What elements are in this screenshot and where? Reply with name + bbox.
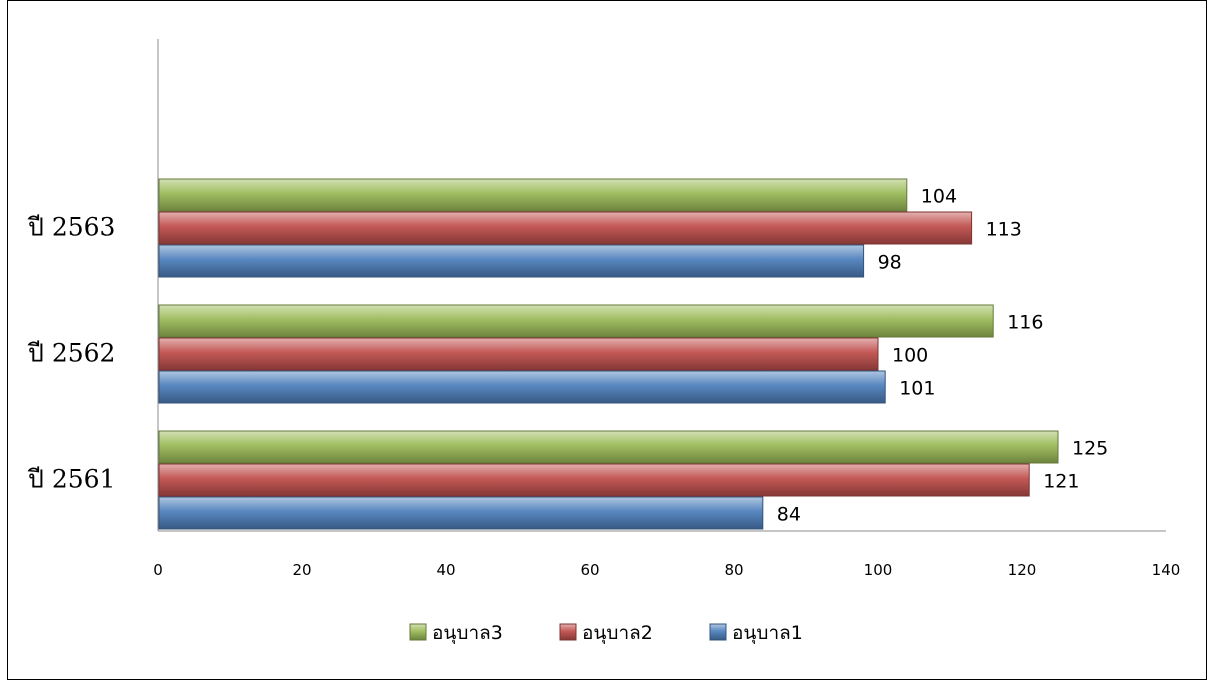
- legend-label: อนุบาล1: [732, 622, 803, 645]
- bar: [158, 496, 764, 530]
- x-tick-label: 0: [153, 561, 163, 579]
- legend-label: อนุบาล3: [432, 622, 503, 645]
- bars-group: [158, 178, 1059, 530]
- data-label: 104: [921, 186, 957, 208]
- x-tick-label: 100: [864, 561, 893, 579]
- category-label: ปี 2561: [27, 465, 115, 494]
- data-labels: 84 121 125 101 100 116 98 113 104: [777, 186, 1108, 526]
- legend-swatch: [559, 623, 577, 641]
- bar: [158, 211, 973, 245]
- bar: [158, 337, 879, 371]
- category-label: ปี 2563: [27, 213, 115, 242]
- x-tick-label: 140: [1152, 561, 1181, 579]
- data-label: 125: [1072, 438, 1108, 460]
- x-tick-label: 20: [292, 561, 311, 579]
- bar: [158, 370, 886, 404]
- bar: [158, 463, 1030, 497]
- data-label: 101: [899, 378, 935, 400]
- legend-swatch: [409, 623, 427, 641]
- bar-chart: 0 20 40 60 80 100 120 140 ปี 2561 ปี 2562 ปี 2563…: [27, 39, 1180, 645]
- category-labels: ปี 2561 ปี 2562 ปี 2563: [27, 213, 115, 494]
- data-label: 116: [1007, 312, 1043, 334]
- bar: [158, 304, 994, 338]
- x-tick-label: 80: [724, 561, 743, 579]
- x-tick-label: 120: [1008, 561, 1037, 579]
- bar: [158, 430, 1059, 464]
- category-label: ปี 2562: [27, 339, 115, 368]
- chart-frame: 0 20 40 60 80 100 120 140 ปี 2561 ปี 2562 ปี 2563…: [7, 0, 1207, 680]
- bar: [158, 178, 908, 212]
- data-label: 100: [892, 345, 928, 367]
- data-label: 113: [986, 219, 1022, 241]
- data-label: 84: [777, 504, 801, 526]
- data-label: 98: [878, 252, 902, 274]
- legend: อนุบาล3 อนุบาล2 อนุบาล1: [409, 622, 803, 645]
- legend-label: อนุบาล2: [582, 622, 653, 645]
- legend-swatch: [709, 623, 727, 641]
- data-label: 121: [1043, 471, 1079, 493]
- x-tick-label: 40: [436, 561, 455, 579]
- x-tick-label: 60: [580, 561, 599, 579]
- bar: [158, 244, 865, 278]
- x-tick-labels: 0 20 40 60 80 100 120 140: [153, 561, 1180, 579]
